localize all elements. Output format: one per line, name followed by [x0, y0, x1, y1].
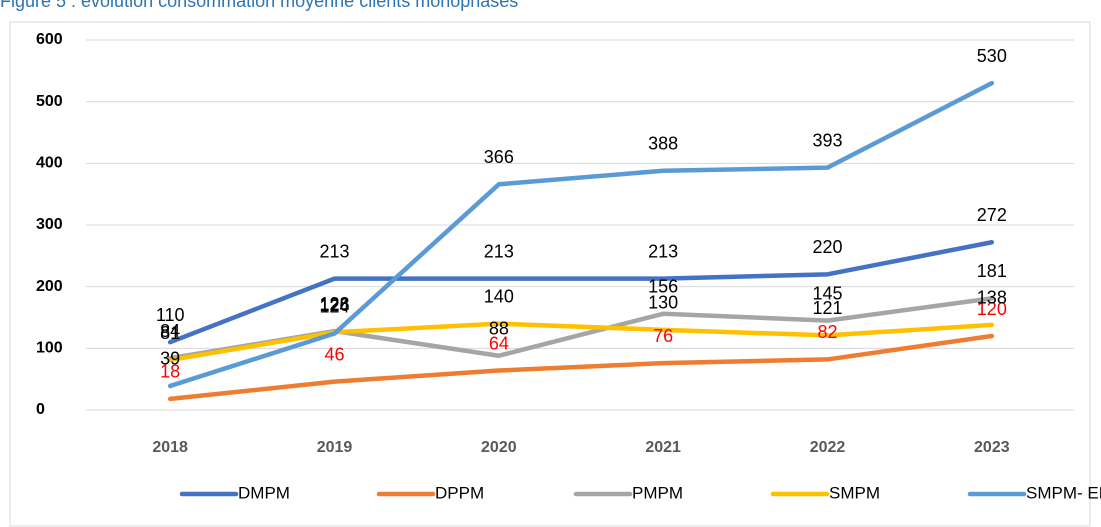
- data-label: 18: [160, 362, 180, 382]
- data-label: 272: [977, 205, 1007, 225]
- x-tick-label: 2019: [317, 439, 353, 456]
- data-label: 88: [489, 318, 509, 338]
- data-label: 145: [812, 283, 842, 303]
- y-tick-label: 500: [36, 93, 63, 110]
- x-tick-label: 2018: [152, 439, 188, 456]
- data-label: 82: [817, 322, 837, 342]
- legend-label: SMPM: [829, 483, 880, 502]
- series-line: [167, 321, 995, 363]
- legend-label: DPPM: [435, 483, 484, 502]
- data-label: 393: [812, 130, 842, 150]
- data-label: 84: [160, 321, 180, 341]
- legend-label: PMPM: [632, 483, 683, 502]
- legend-label: SMPM- EP: [1026, 483, 1101, 502]
- series-line: [167, 240, 995, 345]
- data-label: 138: [977, 288, 1007, 308]
- data-label: 181: [977, 261, 1007, 281]
- y-tick-label: 600: [36, 31, 63, 48]
- data-label: 213: [319, 241, 349, 261]
- chart-title: Figure 5 : évolution consommation moyenn…: [0, 0, 518, 11]
- data-label: 46: [324, 344, 344, 364]
- y-tick-label: 400: [36, 155, 63, 172]
- y-tick-label: 200: [36, 278, 63, 295]
- chart-border: [9, 21, 1091, 527]
- y-tick-label: 100: [36, 340, 63, 357]
- series-line: [167, 333, 995, 402]
- data-label: 156: [648, 277, 678, 297]
- data-label: 213: [648, 241, 678, 261]
- x-tick-label: 2022: [810, 439, 846, 456]
- data-label: 366: [484, 147, 514, 167]
- x-tick-label: 2023: [974, 439, 1010, 456]
- data-label: 64: [489, 333, 509, 353]
- data-label: 120: [977, 299, 1007, 319]
- y-tick-label: 0: [36, 401, 45, 418]
- data-label: 39: [160, 349, 180, 369]
- data-label: 388: [648, 133, 678, 153]
- data-label: 81: [160, 323, 180, 343]
- data-label: 110: [156, 305, 185, 325]
- data-label: 126: [319, 295, 349, 315]
- data-label: 530: [977, 46, 1007, 66]
- x-tick-label: 2020: [481, 439, 517, 456]
- data-label: 124: [319, 296, 349, 316]
- data-label: 140: [484, 286, 514, 306]
- data-label: 76: [653, 326, 673, 346]
- y-tick-label: 300: [36, 216, 63, 233]
- data-label: 121: [812, 298, 842, 318]
- data-label: 130: [648, 293, 678, 313]
- data-label: 213: [484, 241, 514, 261]
- data-label: 220: [812, 237, 842, 257]
- data-label: 128: [319, 294, 349, 314]
- x-tick-label: 2021: [645, 439, 681, 456]
- legend-label: DMPM: [238, 483, 290, 502]
- series-line: [167, 80, 995, 389]
